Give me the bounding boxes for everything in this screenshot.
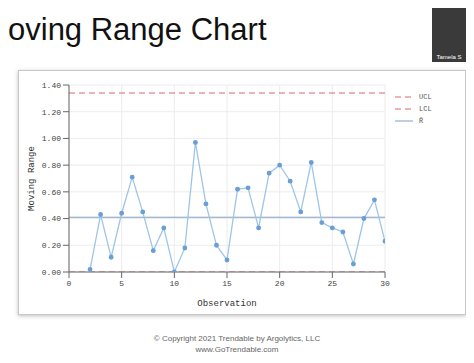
svg-text:30: 30 [380, 279, 390, 288]
svg-text:15: 15 [222, 279, 232, 288]
svg-text:Moving Range: Moving Range [27, 146, 37, 211]
html-text:LCL: LCL [419, 105, 432, 113]
svg-text:1.40: 1.40 [42, 81, 61, 90]
svg-text:0.80: 0.80 [42, 161, 61, 170]
html-text:© Copyright 2021 Trendable by: © Copyright 2021 Trendable by Argolytics… [153, 334, 321, 343]
html-text:Tamela S: Tamela S [436, 54, 462, 60]
svg-text:5: 5 [119, 279, 124, 288]
html-text:UCL: UCL [419, 93, 432, 101]
svg-text:Observation: Observation [197, 299, 256, 309]
svg-text:1.20: 1.20 [42, 108, 61, 117]
svg-text:0.00: 0.00 [42, 268, 61, 277]
svg-text:1.00: 1.00 [42, 134, 61, 143]
html-text:www.GoTrendable.com: www.GoTrendable.com [195, 345, 279, 354]
svg-text:20: 20 [275, 279, 285, 288]
svg-text:10: 10 [170, 279, 180, 288]
svg-text:0.40: 0.40 [42, 214, 61, 223]
svg-text:0.20: 0.20 [42, 241, 61, 250]
html-text:R̄: R̄ [419, 117, 424, 125]
svg-text:0.60: 0.60 [42, 188, 61, 197]
svg-text:0: 0 [67, 279, 72, 288]
html-text:oving Range Chart: oving Range Chart [8, 12, 267, 47]
svg-text:25: 25 [328, 279, 338, 288]
